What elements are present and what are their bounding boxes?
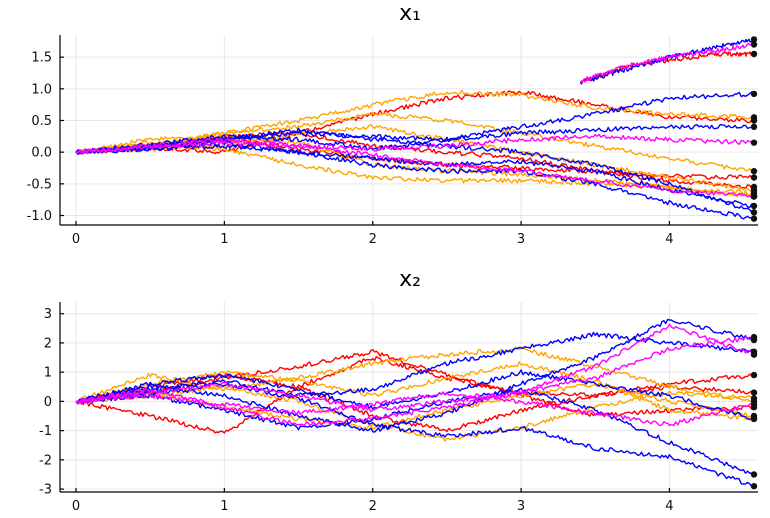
subplot-title: x₂	[399, 267, 421, 292]
endpoint-marker	[750, 114, 758, 121]
endpoint-marker	[750, 209, 758, 216]
series-line	[75, 133, 755, 155]
endpoint-marker	[750, 139, 758, 146]
endpoint-marker	[750, 415, 758, 423]
series-line	[75, 369, 754, 420]
x-tick-label: 0	[72, 499, 80, 514]
subplot-title: x₁	[399, 1, 421, 26]
series-line	[75, 391, 755, 427]
endpoint-marker	[750, 90, 758, 98]
subplot-x1: x₁ 0 1 2 3 4 -1.0 -0.5 0.0 0.5 1.0 1.5	[27, 1, 758, 247]
series-line	[75, 137, 755, 199]
axes: 0 1 2 3 4 -1.0 -0.5 0.0 0.5 1.0 1.5	[27, 35, 758, 247]
x-tick-label: 3	[517, 232, 525, 247]
endpoint-marker	[750, 482, 758, 490]
series-line	[75, 89, 755, 155]
y-tick-label: -0.5	[27, 177, 52, 192]
y-tick-label: 1.5	[31, 51, 52, 66]
x-tick-label: 3	[517, 499, 525, 514]
endpoint-marker	[750, 167, 758, 175]
endpoint-marker	[750, 371, 758, 379]
series-line	[75, 385, 755, 442]
endpoint-marker	[750, 50, 758, 58]
y-tick-label: -1	[39, 424, 52, 439]
y-tick-label: 1.0	[31, 82, 52, 97]
x-tick-label: 2	[369, 232, 377, 247]
y-tick-label: 1	[44, 366, 52, 381]
y-tick-label: 0	[44, 395, 52, 410]
x-tick-label: 2	[369, 499, 377, 514]
endpoint-marker	[750, 41, 758, 48]
x-tick-label: 0	[72, 232, 80, 247]
y-tick-label: -1.0	[27, 209, 52, 224]
series-layer	[75, 37, 755, 220]
gridlines	[60, 35, 758, 225]
endpoint-marker	[750, 174, 758, 181]
axes: 0 1 2 3 4 -3 -2 -1 0 1 2 3	[39, 302, 758, 514]
endpoint-marker	[750, 193, 758, 200]
y-tick-label: 0.5	[31, 114, 52, 129]
endpoint-marker	[750, 389, 758, 396]
endpoint-markers	[750, 36, 758, 222]
series-line	[75, 331, 755, 404]
endpoint-marker	[750, 401, 758, 408]
endpoint-marker	[750, 395, 758, 402]
series-line	[75, 91, 755, 155]
y-tick-label: -2	[39, 453, 52, 468]
endpoint-markers	[750, 333, 758, 490]
endpoint-marker	[750, 123, 758, 131]
endpoint-marker	[750, 215, 758, 222]
endpoint-marker	[750, 36, 758, 43]
y-tick-label: 3	[44, 307, 52, 322]
series-line	[75, 140, 755, 208]
series-line	[579, 42, 755, 83]
endpoint-marker	[750, 333, 758, 341]
x-tick-label: 4	[665, 232, 673, 247]
x-tick-label: 1	[220, 232, 228, 247]
endpoint-marker	[750, 471, 758, 478]
x-tick-label: 4	[665, 499, 673, 514]
series-line	[75, 348, 755, 418]
subplot-x2: x₂ 0 1 2 3 4 -3 -2 -1 0 1 2 3	[39, 267, 758, 514]
endpoint-marker	[750, 202, 758, 210]
x-tick-label: 1	[220, 499, 228, 514]
y-tick-label: -3	[39, 483, 52, 498]
y-tick-label: 2	[44, 336, 52, 351]
series-line	[75, 373, 755, 433]
series-layer	[75, 318, 755, 488]
y-tick-label: 0.0	[31, 146, 52, 161]
endpoint-marker	[750, 351, 758, 358]
series-line	[75, 323, 755, 413]
